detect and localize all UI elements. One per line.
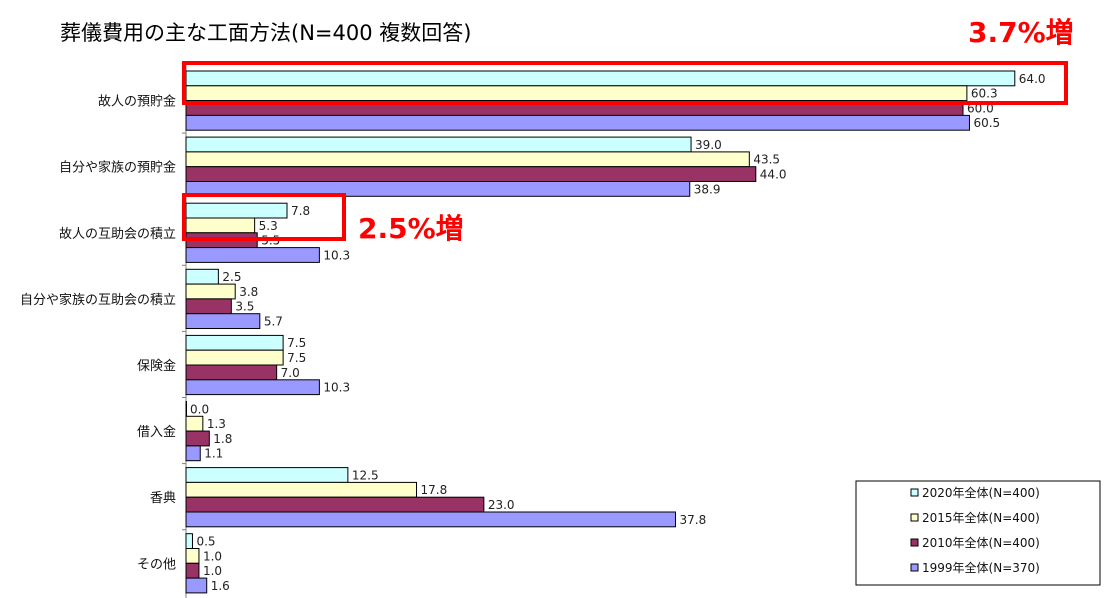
bar — [185, 415, 204, 432]
bar — [185, 114, 970, 131]
bar — [185, 247, 320, 263]
legend-swatch — [910, 488, 919, 497]
bar — [185, 430, 210, 447]
bar-value-label: 0.5 — [196, 535, 215, 549]
highlight-box — [182, 61, 1068, 105]
bar — [185, 401, 187, 417]
bar-value-label: 64.0 — [1019, 72, 1046, 86]
bar-value-label: 5.7 — [264, 315, 283, 329]
category-label: 借入金 — [137, 424, 176, 440]
category-label: 自分や家族の預貯金 — [59, 160, 176, 176]
bar — [185, 481, 418, 498]
legend-box — [855, 480, 1101, 586]
bar-value-label: 38.9 — [694, 182, 721, 196]
legend-swatch — [910, 538, 919, 547]
bar-value-label: 1.3 — [207, 417, 226, 431]
annotation-text: 2.5%増 — [358, 212, 464, 245]
bar-value-label: 3.5 — [235, 300, 254, 314]
bar — [185, 533, 193, 550]
bar — [185, 85, 968, 102]
bar — [185, 496, 485, 513]
bar-value-label: 5.3 — [259, 219, 278, 233]
bar — [185, 181, 691, 197]
bars — [185, 70, 1016, 594]
bar — [185, 511, 677, 528]
bar-value-label: 10.3 — [323, 381, 350, 395]
bar-value-label: 7.5 — [287, 351, 306, 365]
bar — [185, 577, 208, 594]
bar — [185, 349, 284, 366]
legend-label: 2010年全体(N=400) — [922, 535, 1040, 550]
bar-value-label: 10.3 — [323, 248, 350, 262]
highlight-box — [182, 193, 346, 241]
bar — [185, 166, 757, 182]
bar — [185, 202, 288, 219]
bar-value-label: 17.8 — [421, 483, 448, 497]
category-label: 香典 — [150, 491, 176, 506]
bar-value-label: 44.0 — [760, 168, 787, 182]
bar-value-label: 60.5 — [973, 116, 1000, 130]
legend-label: 2015年全体(N=400) — [922, 510, 1040, 525]
bar-value-label: 1.6 — [211, 579, 230, 593]
bar-value-label: 39.0 — [695, 138, 722, 152]
bar-value-label: 0.0 — [190, 402, 209, 416]
bar — [185, 268, 219, 285]
bar-value-label: 7.8 — [291, 204, 310, 218]
bar — [185, 313, 261, 330]
bar-value-label: 2.5 — [222, 270, 241, 284]
bar-value-label: 3.8 — [239, 285, 258, 299]
bar — [185, 548, 200, 564]
annotations: 3.7%増 2.5%増 — [182, 16, 1074, 245]
legend-swatch — [910, 563, 919, 572]
category-label: 故人の預貯金 — [98, 94, 176, 110]
legend: 2020年全体(N=400) 2015年全体(N=400) 2010年全体(N=40… — [855, 480, 1101, 586]
bar — [185, 298, 232, 315]
bar — [185, 151, 750, 168]
category-label: その他 — [137, 557, 176, 572]
bar-value-label: 12.5 — [352, 468, 379, 482]
bar-value-label: 1.0 — [203, 549, 222, 563]
bar-value-label: 60.3 — [971, 87, 998, 101]
legend-label: 1999年全体(N=370) — [922, 560, 1040, 575]
category-label: 保険金 — [137, 358, 176, 374]
bar-value-label: 43.5 — [753, 153, 780, 167]
chart-title: 葬儀費用の主な工面方法(N=400 複数回答) — [60, 21, 471, 45]
annotation-text: 3.7%増 — [968, 16, 1074, 49]
bar — [185, 467, 349, 483]
bar — [185, 445, 201, 462]
category-label: 自分や家族の互助会の積立 — [20, 292, 176, 308]
legend-label: 2020年全体(N=400) — [922, 485, 1040, 500]
bar — [185, 334, 284, 351]
bar-value-label: 1.8 — [213, 432, 232, 446]
bar — [185, 364, 278, 381]
bar — [185, 379, 320, 396]
bar-value-label: 7.0 — [281, 366, 300, 380]
bar — [185, 70, 1016, 87]
legend-swatch — [910, 513, 919, 522]
bar — [185, 562, 200, 579]
bar-value-label: 1.0 — [203, 564, 222, 578]
bar — [185, 283, 236, 300]
bar-value-label: 37.8 — [680, 513, 707, 527]
bar — [185, 136, 692, 153]
category-axis: 故人の預貯金自分や家族の預貯金故人の互助会の積立自分や家族の互助会の積立保険金借… — [20, 64, 187, 598]
bar-value-label: 23.0 — [488, 498, 515, 512]
bar — [185, 217, 256, 234]
category-label: 故人の互助会の積立 — [59, 227, 176, 242]
bar-value-label: 1.1 — [204, 447, 223, 461]
bar-value-label: 7.5 — [287, 336, 306, 350]
